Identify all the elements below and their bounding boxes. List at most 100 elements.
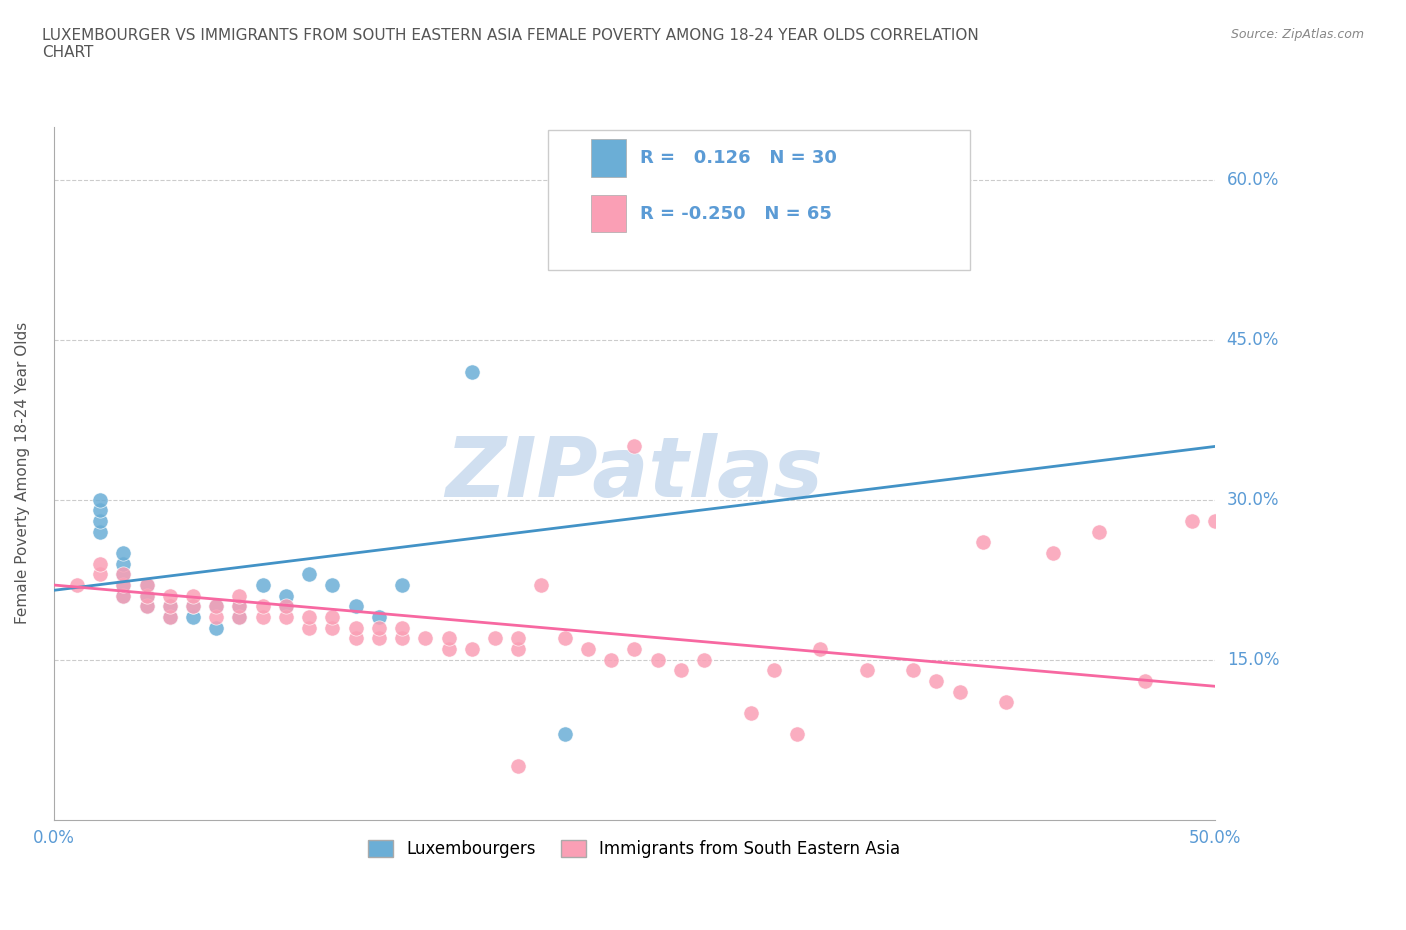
Point — [554, 727, 576, 742]
Point — [112, 589, 135, 604]
Text: ZIPatlas: ZIPatlas — [446, 432, 824, 513]
Point — [461, 365, 484, 379]
Point — [205, 599, 228, 614]
Point — [89, 556, 111, 571]
Point — [112, 578, 135, 592]
Point — [391, 620, 413, 635]
Point — [89, 492, 111, 507]
Point — [159, 609, 181, 624]
Point — [159, 589, 181, 604]
Point — [413, 631, 436, 645]
Point — [344, 620, 367, 635]
Point — [391, 631, 413, 645]
Point — [321, 578, 343, 592]
Point — [89, 513, 111, 528]
Point — [693, 652, 716, 667]
Point — [89, 503, 111, 518]
Point — [252, 578, 274, 592]
Text: 60.0%: 60.0% — [1227, 171, 1279, 189]
Point — [274, 599, 297, 614]
Point — [274, 599, 297, 614]
Y-axis label: Female Poverty Among 18-24 Year Olds: Female Poverty Among 18-24 Year Olds — [15, 322, 30, 624]
Point — [112, 567, 135, 582]
Point — [925, 673, 948, 688]
Point — [112, 589, 135, 604]
Point — [135, 589, 157, 604]
Text: Source: ZipAtlas.com: Source: ZipAtlas.com — [1230, 28, 1364, 41]
Point — [437, 642, 460, 657]
Point — [508, 631, 530, 645]
Point — [181, 599, 204, 614]
Point — [298, 620, 321, 635]
Point — [484, 631, 506, 645]
Point — [298, 567, 321, 582]
Point — [647, 652, 669, 667]
Point — [112, 556, 135, 571]
Point — [972, 535, 994, 550]
Point — [228, 609, 250, 624]
Point — [135, 599, 157, 614]
Point — [344, 631, 367, 645]
Point — [89, 525, 111, 539]
Point — [274, 589, 297, 604]
Point — [89, 567, 111, 582]
Point — [1088, 525, 1111, 539]
Point — [181, 599, 204, 614]
Point — [159, 609, 181, 624]
Point — [740, 706, 762, 721]
Text: 30.0%: 30.0% — [1227, 491, 1279, 509]
Point — [344, 599, 367, 614]
Point — [437, 631, 460, 645]
Point — [228, 599, 250, 614]
Point — [461, 642, 484, 657]
Point — [600, 652, 623, 667]
Text: 45.0%: 45.0% — [1227, 331, 1279, 349]
Point — [508, 642, 530, 657]
Point — [808, 642, 831, 657]
Point — [391, 578, 413, 592]
Point — [623, 642, 645, 657]
Text: 15.0%: 15.0% — [1227, 651, 1279, 669]
Point — [274, 609, 297, 624]
Point — [508, 759, 530, 774]
Point — [298, 609, 321, 624]
Point — [321, 609, 343, 624]
Point — [995, 695, 1018, 710]
Point — [576, 642, 599, 657]
Text: R =   0.126   N = 30: R = 0.126 N = 30 — [640, 149, 837, 167]
Point — [135, 578, 157, 592]
Point — [112, 578, 135, 592]
Point — [321, 620, 343, 635]
Point — [159, 599, 181, 614]
Point — [205, 599, 228, 614]
Point — [112, 567, 135, 582]
Point — [205, 620, 228, 635]
Point — [367, 631, 389, 645]
Point — [228, 589, 250, 604]
Point — [228, 599, 250, 614]
Point — [181, 589, 204, 604]
Point — [135, 599, 157, 614]
Point — [1181, 513, 1204, 528]
Point — [855, 663, 877, 678]
Point — [554, 631, 576, 645]
Point — [1204, 513, 1226, 528]
Point — [135, 578, 157, 592]
Point — [228, 609, 250, 624]
Point — [112, 546, 135, 561]
Text: R = -0.250   N = 65: R = -0.250 N = 65 — [640, 205, 831, 223]
Point — [1042, 546, 1064, 561]
Text: LUXEMBOURGER VS IMMIGRANTS FROM SOUTH EASTERN ASIA FEMALE POVERTY AMONG 18-24 YE: LUXEMBOURGER VS IMMIGRANTS FROM SOUTH EA… — [42, 28, 979, 60]
Point — [786, 727, 808, 742]
Point — [669, 663, 692, 678]
Point — [252, 599, 274, 614]
Point — [135, 589, 157, 604]
Legend: Luxembourgers, Immigrants from South Eastern Asia: Luxembourgers, Immigrants from South Eas… — [360, 831, 908, 867]
Point — [1135, 673, 1157, 688]
Point — [367, 620, 389, 635]
Point — [530, 578, 553, 592]
Point — [901, 663, 924, 678]
Point — [623, 439, 645, 454]
Point — [205, 609, 228, 624]
Point — [948, 684, 970, 699]
